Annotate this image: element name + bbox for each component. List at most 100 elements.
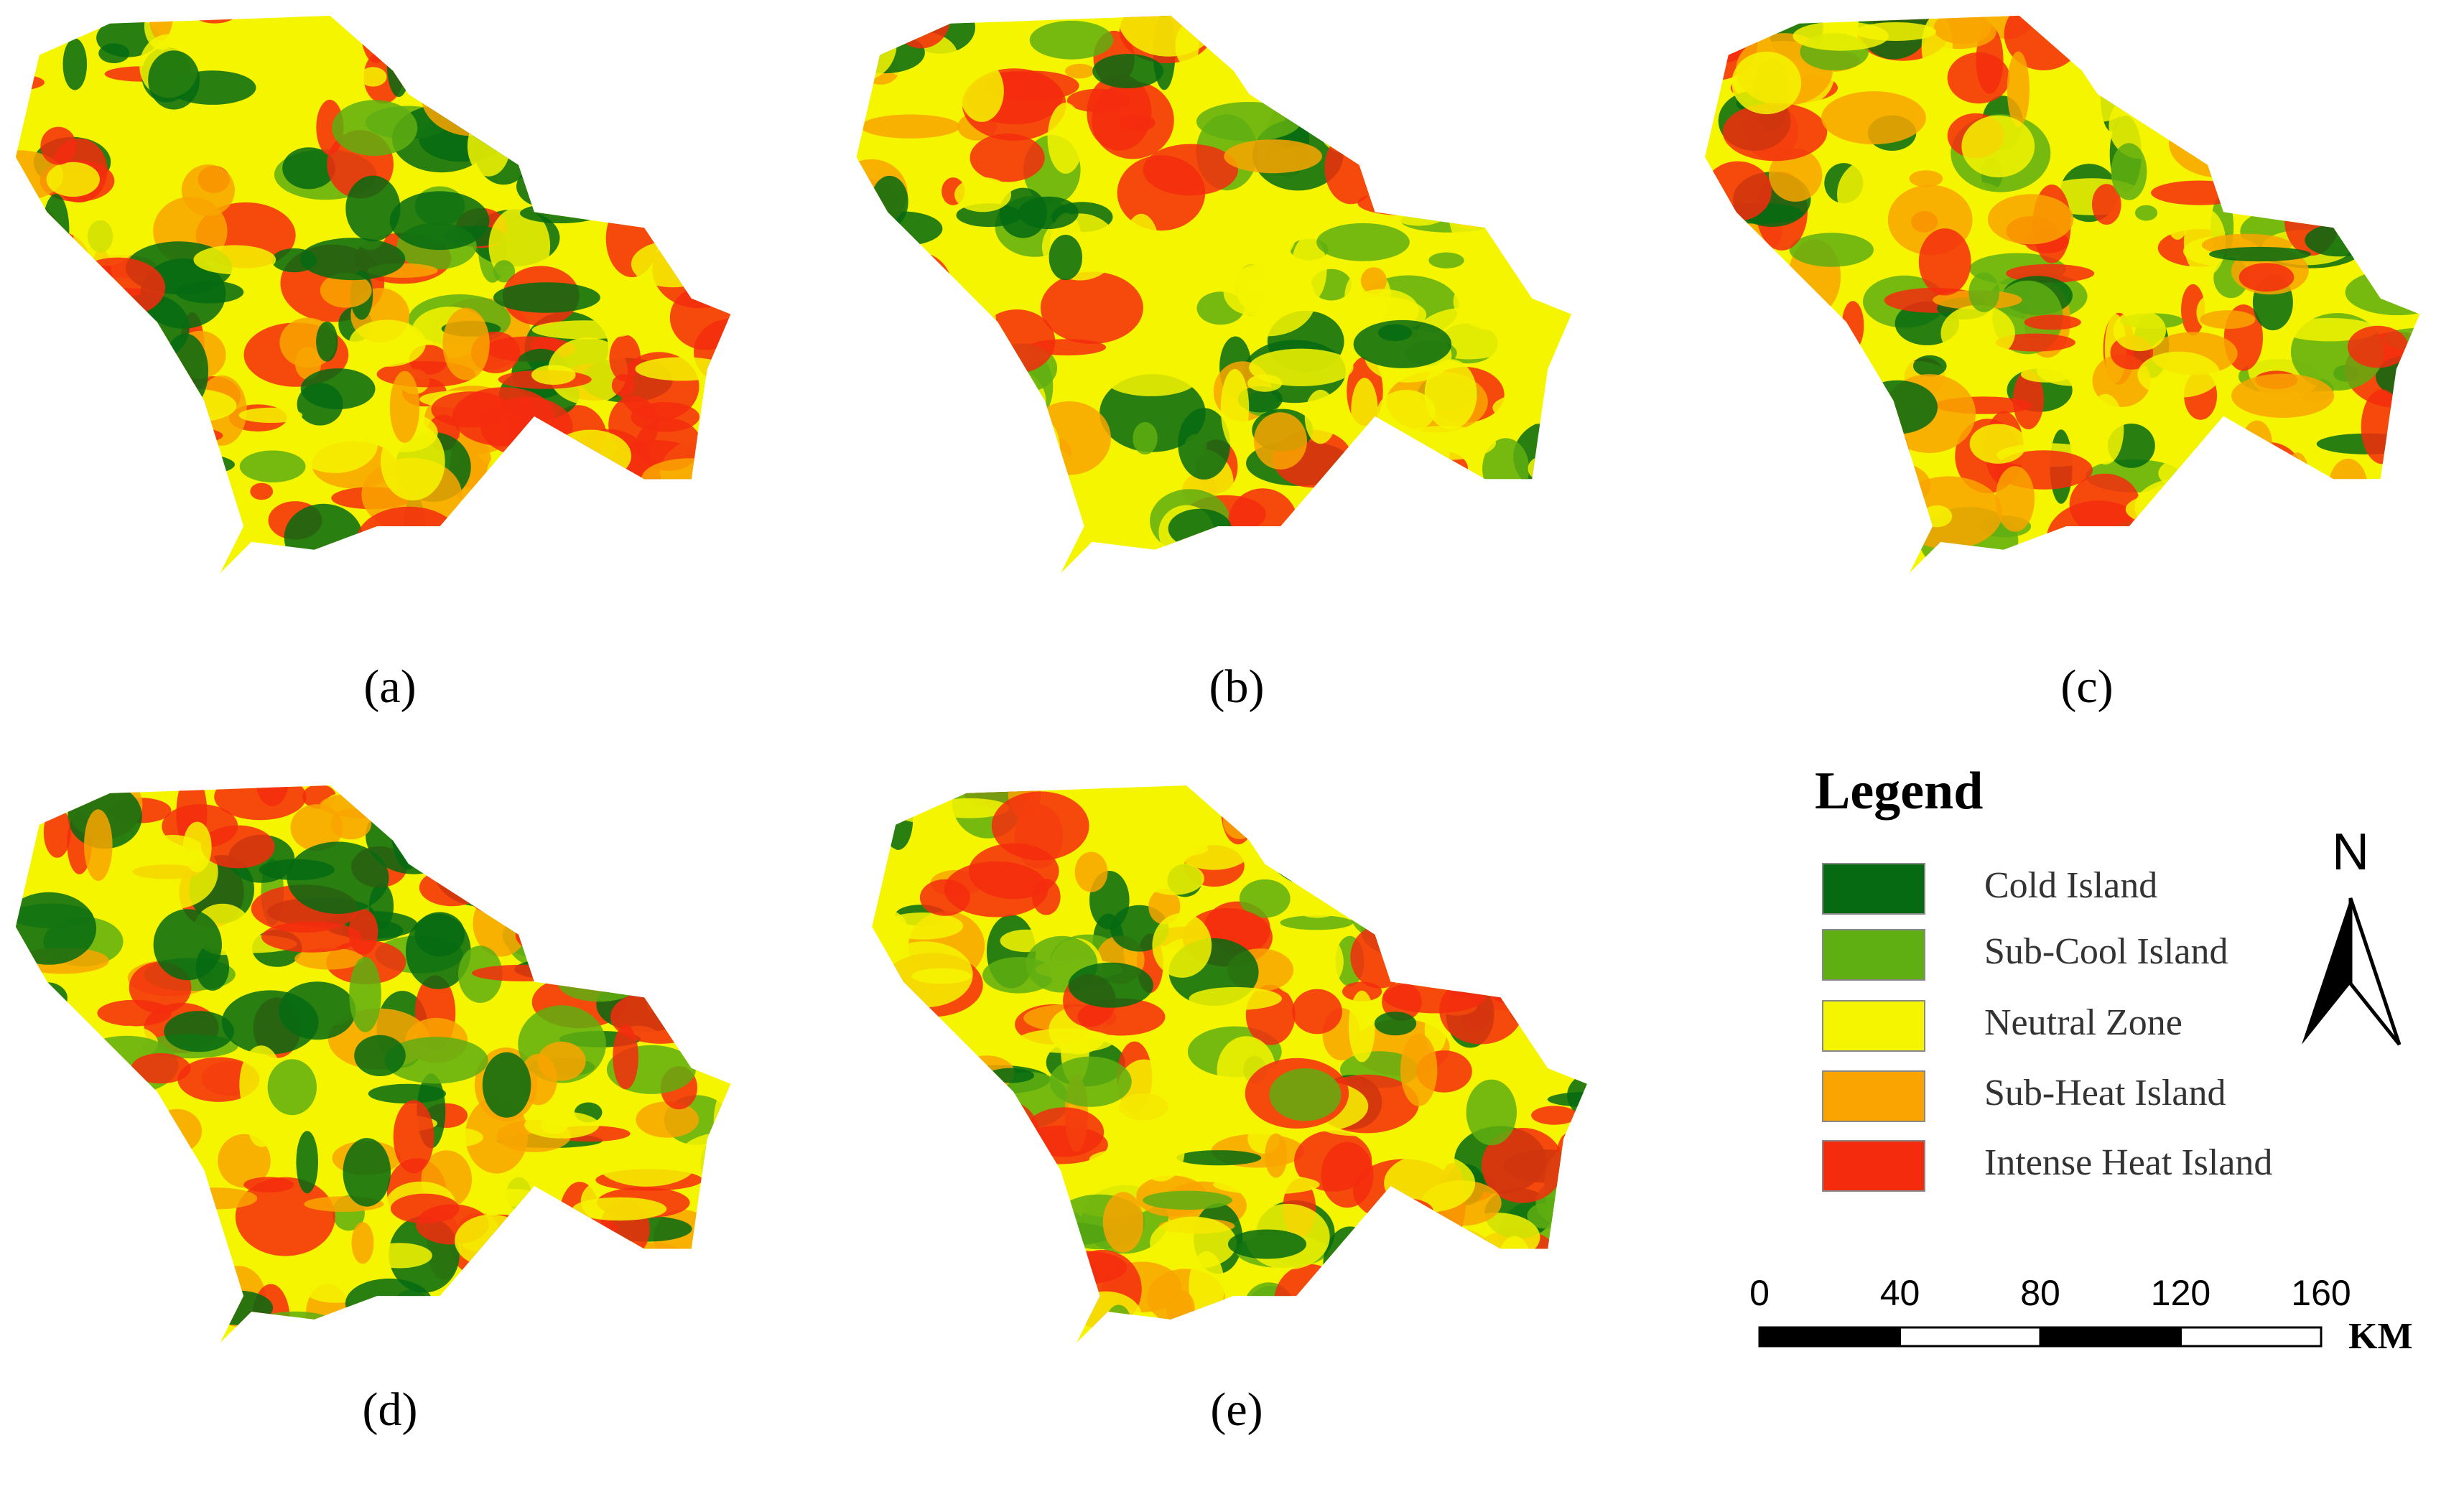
map-patch [391,795,424,870]
map-patch [936,528,990,574]
map-patch [2173,411,2234,490]
map-patch [2349,539,2411,555]
map-patch [941,1137,966,1175]
map-patch [75,1129,129,1190]
scale-segment [2180,1326,2323,1348]
map-patch [1041,1296,1090,1331]
map-patch [1453,271,1549,332]
map-patch [26,982,68,1014]
map-patch [1397,881,1421,951]
map-patch [17,452,75,491]
map-patch [437,23,491,69]
map-patch [974,399,1008,445]
map-patch [1566,1177,1587,1232]
map-patch [1143,1190,1232,1210]
map-patch [1029,20,1114,60]
arrow-left [2302,898,2351,1045]
map-patch [1439,976,1523,1045]
map-patch [1450,132,1548,193]
map-patch [1345,481,1373,503]
map-patch [2259,468,2298,544]
map-patch [1531,482,1571,537]
map-patch [1244,22,1346,87]
map-patch [1352,47,1449,124]
map-patch [537,1041,586,1081]
map-patch [472,964,576,981]
map-patch [1269,1068,1342,1121]
map-patch [1339,1278,1390,1333]
map-patch [2340,531,2420,574]
map-patch [1484,141,1534,219]
map-patch [691,150,715,213]
map-patch [2305,413,2333,435]
map-patch [2328,458,2368,514]
map-patch [1198,50,1263,111]
map-patch [618,1248,674,1268]
map-patch [1410,493,1466,533]
map-patch [181,164,235,217]
map-patch [2335,112,2383,191]
panel-label: (d) [363,1383,418,1436]
map-patch [59,494,124,562]
map-patch [238,407,303,424]
map-patch [58,274,116,349]
map-patch [1537,95,1571,131]
map-patch [1042,1251,1128,1284]
map-patch [419,869,485,907]
map-patch [2158,454,2243,492]
map-patch [1753,414,1811,469]
map-patch [1377,324,1412,342]
map-patch [643,889,697,951]
map-patch [1105,1304,1133,1343]
map-patch [573,882,620,920]
map-patch [2308,525,2345,564]
map-patch [654,928,679,981]
map-patch [882,912,964,940]
map-patch [1436,785,1527,841]
map-panel [872,785,1587,1343]
map-patch [345,1312,433,1343]
map-patch [613,1024,638,1090]
map-patch [198,28,252,70]
map-patch [384,1037,488,1084]
map-patch [1040,271,1143,345]
map-patch [516,15,608,53]
map-patch [43,1281,116,1338]
map-patch [1705,542,1719,567]
map-patch [669,1002,720,1040]
map-patch [896,263,925,309]
map-patch [1122,213,1161,289]
map-patch [57,1144,159,1161]
map-patch [97,419,184,451]
map-patch [98,442,121,516]
map-patch [641,458,731,500]
map-patch [1270,539,1364,574]
map-patch [1517,136,1571,157]
map-patch [493,260,516,283]
map-patch [378,15,430,48]
map-patch [481,534,506,558]
map-patch [1288,785,1390,805]
map-patch [15,1186,85,1240]
map-patch [1292,989,1342,1035]
map-patch [1828,15,1861,22]
map-patch [987,1068,1034,1083]
map-patch [1194,1324,1256,1343]
map-patch [1316,223,1410,261]
map-patch [1830,527,1862,550]
map-patch [1909,170,1943,187]
map-patch [664,812,731,835]
map-patch [2235,195,2274,214]
map-patch [661,936,731,971]
north-label: N [2332,823,2369,881]
scale-tick-label: 160 [2291,1273,2351,1313]
map-patch [42,1125,129,1169]
map-patch [1841,301,1864,350]
map-patch [2166,483,2246,551]
map-patch [878,1159,960,1211]
map-patch [1351,378,1378,444]
map-patch [686,40,724,57]
map-patch [1064,63,1095,79]
map-patch [2234,442,2304,510]
map-patch [1477,34,1502,105]
